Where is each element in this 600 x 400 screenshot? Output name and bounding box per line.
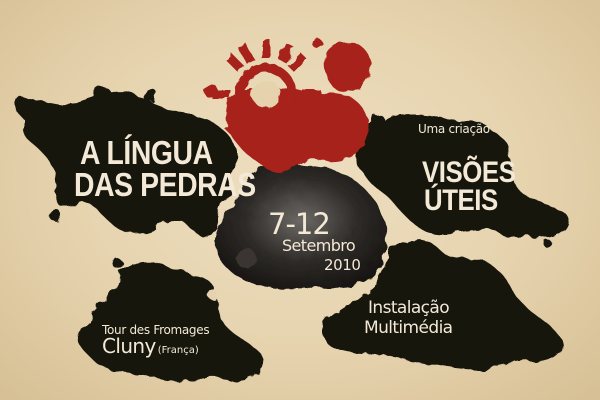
title-line-2: DAS PEDRAS <box>74 166 256 203</box>
ink-blot-top-left <box>17 88 237 236</box>
ink-wash-center <box>215 164 387 289</box>
installation-line-1: Instalação <box>368 298 450 318</box>
ink-blot-bottom-right <box>320 238 562 371</box>
credit-line-1: VISÕES <box>422 156 516 189</box>
installation-line-2: Multimédia <box>364 318 453 338</box>
ink-blot-bottom-left <box>78 259 263 381</box>
tour-location: Cluny (França) <box>102 336 199 356</box>
tour-country: (França) <box>157 345 199 356</box>
dates-month: Setembro <box>282 236 356 255</box>
dates-days: 7-12 <box>268 207 331 241</box>
dates-year: 2010 <box>324 256 361 274</box>
ink-blot-right <box>355 114 568 248</box>
credit-intro: Uma criação <box>418 122 490 136</box>
red-sun-stamp <box>203 39 371 173</box>
tour-city: Cluny <box>102 334 156 358</box>
credit-line-2: ÚTEIS <box>424 184 498 217</box>
tour-line-1: Tour des Fromages <box>102 323 210 337</box>
title-line-1: A LÍNGUA <box>80 134 213 171</box>
